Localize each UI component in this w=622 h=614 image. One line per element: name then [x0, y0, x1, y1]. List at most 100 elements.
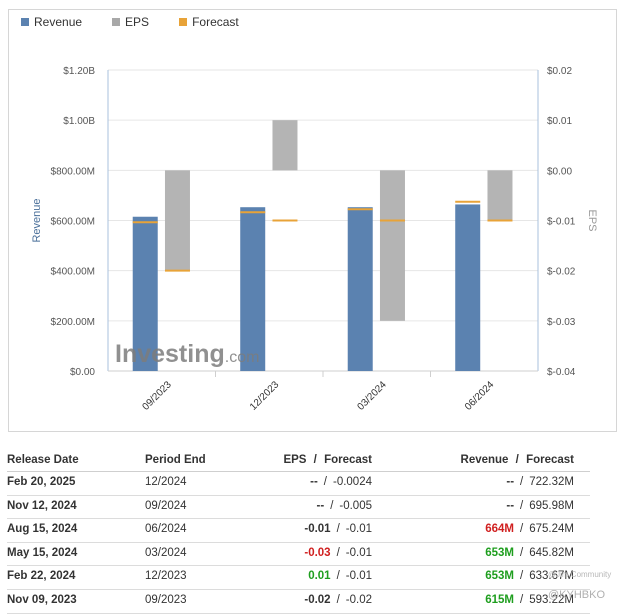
release-date: Feb 20, 2025	[7, 476, 76, 488]
revenue-actual: 615M	[485, 593, 515, 606]
eps-actual: -0.02	[304, 593, 331, 606]
eps-actual: --	[310, 476, 318, 488]
table-header-row: Release Date Period End EPS / Forecast R…	[7, 450, 590, 472]
right-tick-label: $-0.03	[547, 317, 576, 328]
revenue-sep: /	[520, 593, 524, 606]
revenue-sep: /	[520, 523, 524, 536]
table-row: May 15, 2024 03/2024 -0.03 / -0.01 653M / 645.8…	[7, 543, 590, 567]
header-revenue-forecast-label[interactable]: Forecast	[526, 454, 574, 466]
left-tick-label: $600.00M	[51, 217, 95, 228]
legend-swatch-revenue	[21, 18, 29, 26]
legend-swatch-forecast	[179, 18, 188, 26]
x-tick-label: 09/2023	[141, 379, 175, 413]
revenue-forecast: 695.98M	[529, 499, 574, 512]
revenue-actual: --	[506, 499, 515, 512]
revenue-bar	[347, 207, 373, 371]
right-tick-label: $-0.02	[547, 267, 576, 278]
eps-cell: -- / -0.005	[317, 500, 372, 512]
left-tick-label: $200.00M	[51, 317, 95, 328]
left-tick-label: $1.20B	[63, 66, 95, 77]
right-tick-label: $0.02	[547, 66, 572, 77]
revenue-forecast: 633.67M	[529, 570, 574, 583]
eps-actual: --	[316, 499, 325, 512]
table-body: Feb 20, 2025 12/2024 -- / -0.0024 -- / 722.32M N…	[7, 472, 590, 614]
revenue-cell: 615M / 593.22M	[485, 594, 574, 606]
eps-actual: -0.01	[304, 523, 331, 536]
revenue-forecast: 645.82M	[529, 546, 574, 559]
revenue-forecast: 722.32M	[529, 476, 574, 488]
header-period-end[interactable]: Period End	[145, 454, 206, 466]
eps-sep: /	[336, 546, 340, 559]
watermark-community: @Jim Community	[548, 570, 612, 579]
eps-actual: 0.01	[308, 570, 331, 583]
eps-sep: /	[336, 523, 340, 536]
legend-swatch-eps	[112, 18, 121, 26]
revenue-actual: 653M	[485, 570, 515, 583]
revenue-actual: 653M	[485, 546, 515, 559]
eps-cell: -0.01 / -0.01	[304, 523, 372, 535]
header-eps-forecast-label[interactable]: Forecast	[324, 454, 372, 466]
eps-forecast: -0.02	[345, 593, 372, 606]
period-end: 12/2023	[145, 570, 187, 583]
table-row: Aug 15, 2024 06/2024 -0.01 / -0.01 664M / 675.2…	[7, 519, 590, 543]
period-end: 12/2024	[145, 476, 187, 488]
table-row: Feb 22, 2024 12/2023 0.01 / -0.01 653M / 633.67…	[7, 566, 590, 590]
table-row: Feb 20, 2025 12/2024 -- / -0.0024 -- / 722.32M	[7, 472, 590, 496]
revenue-bar	[240, 207, 266, 371]
x-tick-label: 03/2024	[356, 379, 390, 413]
eps-bar	[487, 170, 513, 221]
eps-sep: /	[323, 476, 327, 488]
eps-cell: -0.03 / -0.01	[304, 547, 372, 559]
eps-bar	[272, 120, 298, 171]
eps-cell: -- / -0.0024	[310, 476, 372, 488]
release-date: Feb 22, 2024	[7, 570, 76, 583]
right-tick-label: $-0.01	[547, 217, 576, 228]
header-eps: EPS / Forecast	[283, 454, 372, 466]
eps-sep: /	[336, 593, 340, 606]
header-release-date[interactable]: Release Date	[7, 454, 79, 466]
legend-item-eps[interactable]: EPS	[112, 15, 149, 29]
revenue-cell: 653M / 645.82M	[485, 547, 574, 559]
revenue-cell: 653M / 633.67M	[485, 570, 574, 582]
revenue-actual: 664M	[485, 523, 515, 536]
left-tick-label: $800.00M	[51, 166, 95, 177]
legend-item-revenue[interactable]: Revenue	[21, 15, 82, 29]
left-tick-label: $0.00	[70, 367, 95, 378]
earnings-table: Release Date Period End EPS / Forecast R…	[7, 450, 590, 614]
period-end: 06/2024	[145, 523, 187, 536]
right-tick-label: $0.00	[547, 166, 572, 177]
chart-legend: Revenue EPS Forecast	[21, 15, 269, 29]
table-row: Nov 09, 2023 09/2023 -0.02 / -0.02 615M / 593.2…	[7, 590, 590, 614]
header-eps-sep: /	[313, 454, 317, 466]
revenue-sep: /	[520, 499, 524, 512]
revenue-cell: 664M / 675.24M	[485, 523, 574, 535]
revenue-cell: -- / 722.32M	[506, 476, 574, 488]
revenue-forecast: 675.24M	[529, 523, 574, 536]
release-date: Nov 09, 2023	[7, 593, 77, 606]
eps-sep: /	[330, 499, 334, 512]
period-end: 09/2023	[145, 593, 187, 606]
left-axis-title: Revenue	[31, 198, 43, 242]
legend-label-forecast: Forecast	[192, 15, 239, 29]
eps-forecast: -0.005	[339, 499, 372, 512]
eps-bar	[164, 170, 190, 271]
revenue-sep: /	[520, 570, 524, 583]
revenue-forecast: 593.22M	[529, 593, 574, 606]
eps-cell: 0.01 / -0.01	[308, 570, 372, 582]
table-row: Nov 12, 2024 09/2024 -- / -0.005 -- / 695.98M	[7, 496, 590, 520]
legend-label-revenue: Revenue	[34, 15, 83, 29]
header-revenue-sep: /	[515, 454, 519, 466]
header-revenue-label[interactable]: Revenue	[460, 454, 509, 466]
eps-bar	[379, 170, 405, 321]
x-tick-label: 12/2023	[248, 379, 282, 413]
chart-panel: Revenue EPS Forecast $0.00 $200.00M $400.0…	[8, 9, 617, 432]
period-end: 03/2024	[145, 546, 187, 559]
header-eps-label[interactable]: EPS	[283, 454, 307, 466]
investing-watermark: Investing.com	[115, 340, 259, 368]
release-date: May 15, 2024	[7, 546, 78, 559]
eps-sep: /	[336, 570, 340, 583]
legend-item-forecast[interactable]: Forecast	[179, 15, 239, 29]
eps-actual: -0.03	[304, 546, 331, 559]
release-date: Aug 15, 2024	[7, 523, 78, 536]
x-tick-label: 06/2024	[463, 379, 497, 413]
